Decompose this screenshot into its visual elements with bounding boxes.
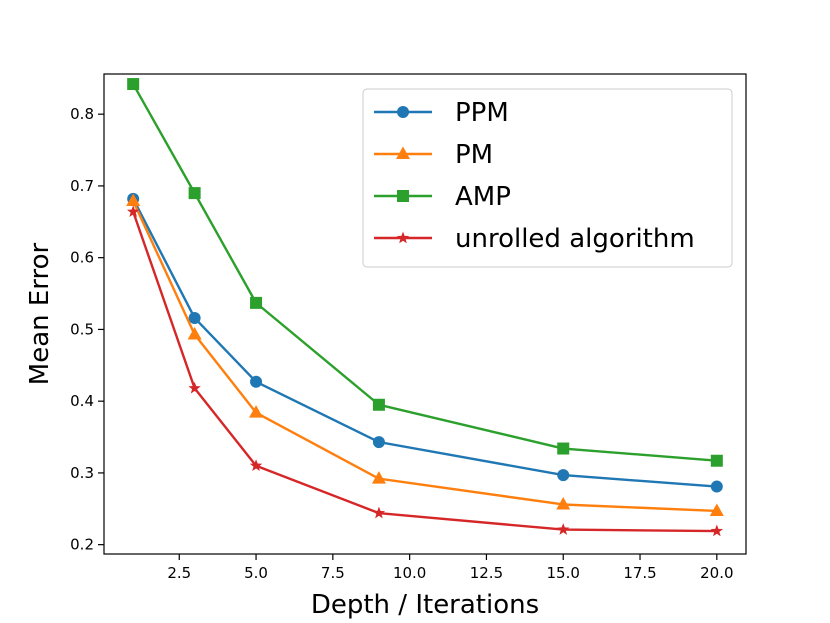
y-tick-label: 0.2 <box>70 536 94 554</box>
series-line-unrolled-algorithm <box>132 211 717 533</box>
legend-label: PPM <box>455 98 509 128</box>
x-tick-label: 17.5 <box>623 564 656 582</box>
legend-item-ppm: PPM <box>374 98 509 128</box>
legend-marker <box>397 190 409 202</box>
legend-label: AMP <box>455 182 511 212</box>
data-point-pm <box>126 193 141 206</box>
y-axis-title: Mean Error <box>25 242 55 385</box>
legend-marker <box>396 146 410 159</box>
legend-box <box>362 88 733 268</box>
series-layer <box>126 78 724 537</box>
legend-item-amp: AMP <box>374 182 511 212</box>
plot-frame <box>103 73 747 555</box>
data-point-ppm <box>710 480 723 493</box>
x-axis-title: Depth / Iterations <box>311 590 539 620</box>
data-point-pm <box>709 503 724 516</box>
y-tick-label: 0.7 <box>70 177 94 195</box>
data-point-unrolled-algorithm <box>249 459 263 472</box>
x-tick-label: 5.0 <box>244 564 268 582</box>
y-tick-label: 0.4 <box>70 392 94 410</box>
data-point-unrolled-algorithm <box>127 205 140 218</box>
series-line-pm <box>132 200 717 513</box>
data-point-unrolled-algorithm <box>372 506 386 519</box>
series-amp <box>127 78 723 467</box>
y-tick-label: 0.6 <box>70 249 94 267</box>
legend-marker <box>397 106 409 118</box>
x-tick-label: 15.0 <box>547 564 580 582</box>
data-point-ppm <box>372 436 385 449</box>
data-point-pm <box>371 471 386 484</box>
y-tick-label: 0.8 <box>70 105 94 123</box>
data-point-unrolled-algorithm <box>188 381 201 394</box>
legend-item-pm: PM <box>374 140 493 170</box>
x-axis: 2.5 5.0 7.5 10.0 12.5 15.0 17.5 20.0 <box>167 554 734 582</box>
x-tick-label: 7.5 <box>321 564 345 582</box>
data-point-amp <box>372 398 385 411</box>
data-point-amp <box>127 78 140 91</box>
series-line-amp <box>132 83 717 462</box>
data-point-unrolled-algorithm <box>710 524 723 537</box>
data-point-amp <box>710 454 723 467</box>
legend-marker <box>396 231 410 244</box>
legend: PPM PM AMP unrolled algorithm <box>362 88 733 268</box>
data-point-pm <box>249 405 264 418</box>
data-point-pm <box>187 326 202 340</box>
series-unrolled-algorithm <box>127 205 723 537</box>
data-point-ppm <box>250 375 263 388</box>
data-point-unrolled-algorithm <box>557 523 570 535</box>
series-pm <box>126 193 724 516</box>
y-tick-label: 0.3 <box>70 464 94 482</box>
data-point-pm <box>556 496 571 510</box>
legend-label: PM <box>455 140 493 170</box>
data-point-ppm <box>557 469 570 482</box>
data-point-ppm <box>188 311 201 324</box>
x-tick-label: 12.5 <box>470 564 503 582</box>
data-point-amp <box>250 296 263 309</box>
x-tick-label: 10.0 <box>393 564 426 582</box>
y-tick-label: 0.5 <box>70 320 94 338</box>
legend-item-unrolled-algorithm: unrolled algorithm <box>374 224 695 254</box>
x-tick-label: 2.5 <box>167 564 191 582</box>
legend-label: unrolled algorithm <box>455 224 695 254</box>
x-tick-label: 20.0 <box>700 564 733 582</box>
data-point-amp <box>188 187 201 200</box>
y-axis: 0.2 0.3 0.4 0.5 0.6 0.7 0.8 <box>70 105 104 554</box>
series-line-ppm <box>132 198 717 488</box>
data-point-amp <box>557 442 570 455</box>
